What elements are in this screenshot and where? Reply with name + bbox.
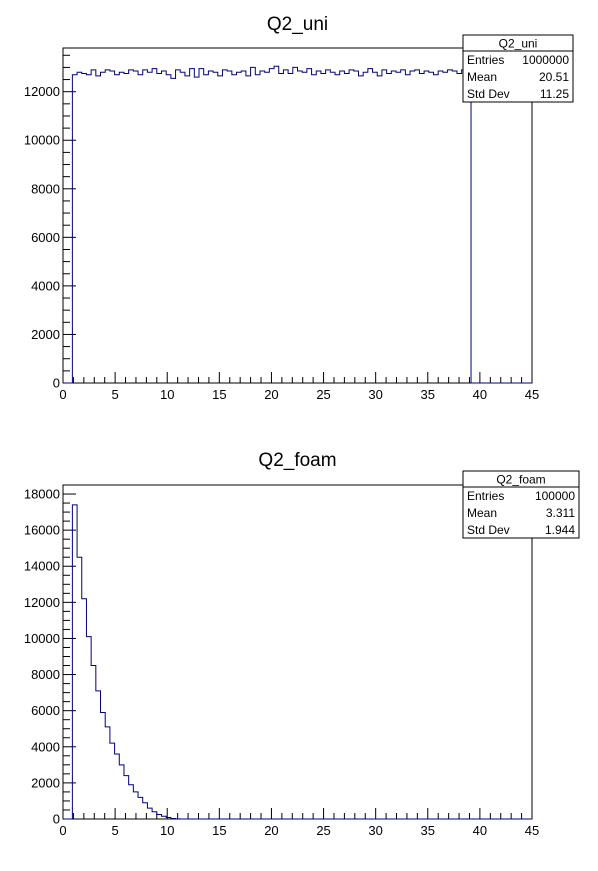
stats-value-entries: 1000000 [522, 53, 569, 67]
stats-value-mean: 20.51 [539, 70, 569, 84]
x-tick-label: 20 [264, 387, 278, 402]
x-tick-label: 40 [473, 387, 487, 402]
x-tick-label: 30 [368, 387, 382, 402]
stats-label-entries: Entries [467, 53, 504, 67]
stats-label-stddev: Std Dev [467, 523, 510, 537]
x-tick-label: 5 [111, 387, 118, 402]
stats-name: Q2_uni [499, 37, 538, 51]
chart-title: Q2_uni [267, 14, 328, 35]
y-tick-label: 8000 [31, 181, 60, 196]
x-tick-label: 35 [421, 823, 435, 838]
y-tick-label: 6000 [31, 230, 60, 245]
stats-value-stddev: 1.944 [545, 523, 575, 537]
y-tick-label: 18000 [24, 487, 60, 502]
panel-q2-foam: Q2_foam 0 2000 4000 6000 8000 10000 12000 14000… [24, 450, 580, 838]
y-tick-label: 10000 [24, 631, 60, 646]
y-tick-label: 6000 [31, 703, 60, 718]
y-tick-label: 14000 [24, 559, 60, 574]
stats-box: Q2_uni Entries 1000000 Mean 20.51 Std De… [462, 34, 574, 103]
y-tick-label: 10000 [24, 133, 60, 148]
x-axis: 0 5 10 15 20 25 30 35 40 45 [59, 372, 539, 402]
x-tick-label: 10 [160, 387, 174, 402]
stats-label-mean: Mean [467, 506, 497, 520]
stats-box-frame [462, 470, 580, 539]
histogram-line [63, 504, 532, 820]
stats-label-stddev: Std Dev [467, 87, 510, 101]
x-tick-label: 20 [264, 823, 278, 838]
y-tick-label: 16000 [24, 523, 60, 538]
y-tick-label: 12000 [24, 595, 60, 610]
y-tick-label: 4000 [31, 278, 60, 293]
x-tick-label: 15 [212, 387, 226, 402]
y-tick-label: 4000 [31, 739, 60, 754]
stats-value-mean: 3.311 [546, 506, 575, 520]
x-tick-label: 5 [111, 823, 118, 838]
x-tick-label: 35 [421, 387, 435, 402]
plot-frame [62, 484, 533, 820]
x-tick-label: 10 [160, 823, 174, 838]
y-tick-label: 0 [53, 812, 60, 827]
stats-value-stddev: 11.25 [540, 87, 569, 101]
stats-label-mean: Mean [467, 70, 497, 84]
y-axis: 0 2000 4000 6000 8000 10000 12000 14000 16000 180… [24, 484, 76, 827]
x-tick-label: 30 [368, 823, 382, 838]
y-tick-label: 8000 [31, 667, 60, 682]
x-tick-label: 45 [525, 387, 539, 402]
plot-frame [62, 47, 533, 384]
y-tick-label: 2000 [31, 327, 60, 342]
y-tick-label: 2000 [31, 775, 60, 790]
stats-label-entries: Entries [467, 489, 504, 503]
x-tick-label: 0 [59, 387, 66, 402]
x-tick-label: 15 [212, 823, 226, 838]
stats-value-entries: 100000 [535, 489, 575, 503]
panel-q2-uni: Q2_uni 0 2000 4000 6000 8000 10000 12000 0 5 10 1… [24, 14, 574, 402]
chart-title: Q2_foam [258, 450, 336, 471]
x-axis: 0 5 10 15 20 25 30 35 40 45 [59, 808, 539, 838]
stats-box-frame [462, 34, 574, 103]
x-tick-label: 0 [59, 823, 66, 838]
histogram-line [63, 65, 532, 384]
x-tick-label: 25 [316, 387, 330, 402]
stats-name: Q2_foam [496, 473, 545, 487]
x-tick-label: 25 [316, 823, 330, 838]
y-axis: 0 2000 4000 6000 8000 10000 12000 [24, 54, 76, 391]
y-tick-label: 12000 [24, 84, 60, 99]
stats-box: Q2_foam Entries 100000 Mean 3.311 Std De… [462, 470, 580, 539]
x-tick-label: 45 [525, 823, 539, 838]
x-tick-label: 40 [473, 823, 487, 838]
y-tick-label: 0 [53, 376, 60, 391]
